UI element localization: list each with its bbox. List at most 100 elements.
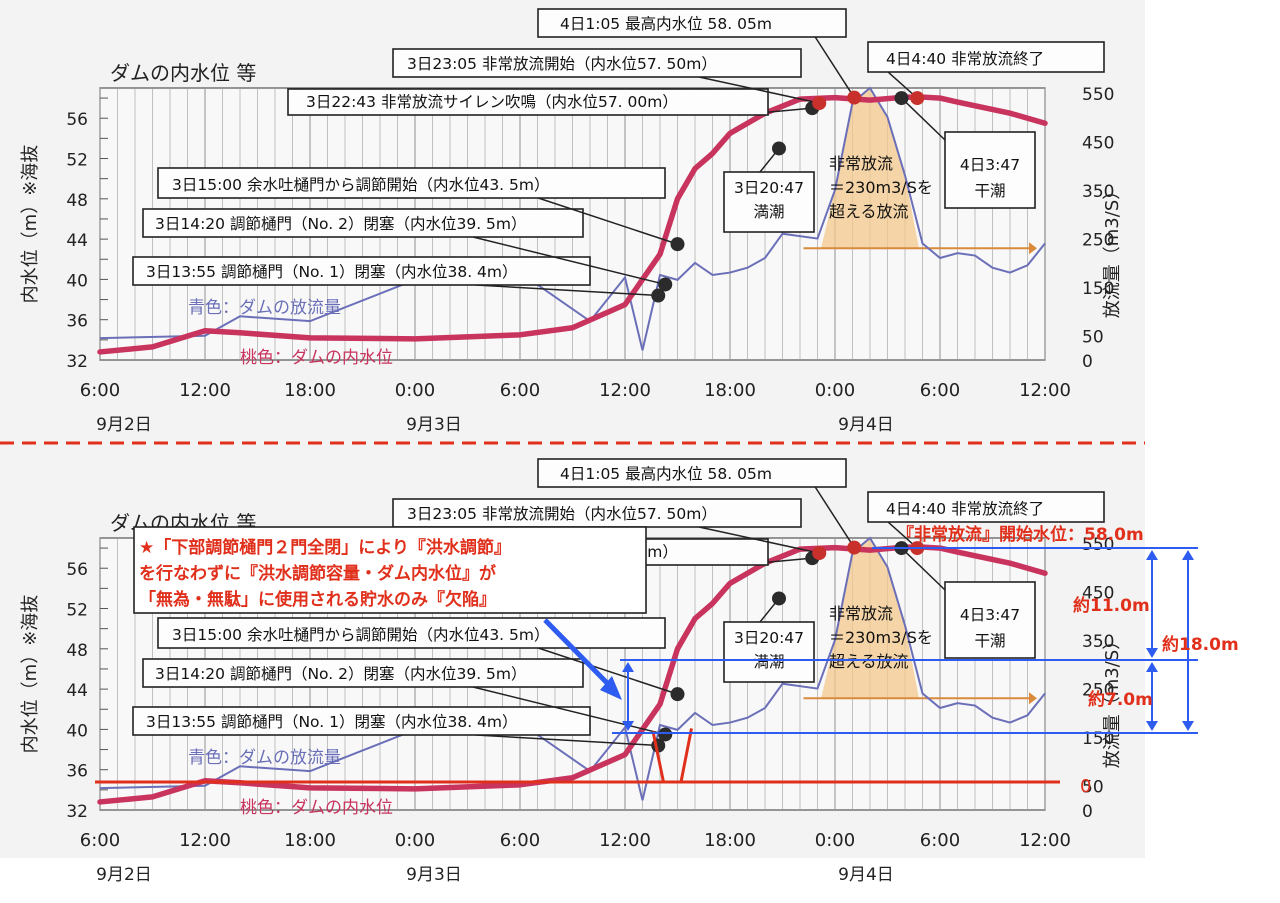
x-tick-label: 6:00 (920, 380, 960, 401)
y-tick-left: 56 (66, 560, 88, 580)
event-marker-black (658, 277, 673, 292)
event-label-box (142, 208, 584, 238)
event-label: 4日1:05 最高内水位 58. 05m (560, 465, 772, 483)
y-tick-left: 44 (66, 681, 88, 701)
annotation-overlay: 0 『非常放流』開始水位：58.0m 約11.0m 約18.0m 約7.0m ★「下部調節… (0, 441, 1239, 797)
y-tick-left: 56 (66, 110, 88, 130)
event-label-box (537, 8, 847, 38)
low-tide-box (944, 131, 1036, 209)
y-tick-right: 450 (1082, 133, 1114, 153)
x-tick-label: 18:00 (284, 830, 336, 851)
event-marker-red (847, 90, 862, 105)
event-marker-red (812, 96, 827, 111)
event-leader-line (472, 686, 666, 736)
low-tide-label-line: 4日3:47 (960, 156, 1020, 174)
low-tide-leader (900, 547, 946, 591)
y-tick-right: 50 (1082, 778, 1104, 798)
y-tick-left: 52 (66, 151, 88, 171)
x-tick-label: 12:00 (599, 380, 651, 401)
event-label: 4日4:40 非常放流終了 (886, 500, 1044, 518)
x-tick-label: 0:00 (395, 830, 435, 851)
legend-discharge: 青色：ダムの放流量 (188, 748, 341, 768)
y-tick-left: 40 (66, 721, 88, 741)
event-marker-red (812, 546, 827, 561)
event-label: 3日15:00 余水吐樋門から調節開始（内水位43. 5m） (172, 625, 550, 644)
start-level-label: 『非常放流』開始水位：58.0m (897, 524, 1144, 545)
low-tide-label-line: 干潮 (974, 632, 1005, 650)
date-label: 9月4日 (838, 865, 894, 885)
y-tick-right: 450 (1082, 583, 1114, 603)
defect-note-text-line: ★「下部調節樋門２門全閉」により『洪水調節』 (139, 537, 511, 558)
x-tick-label: 12:00 (1019, 830, 1071, 851)
high-tide-label-line: 3日20:47 (734, 179, 804, 197)
red-drop-curve (651, 728, 693, 784)
y-tick-left: 36 (66, 312, 88, 332)
high-tide-label-line: 満潮 (753, 653, 784, 671)
diff-11m-label: 約11.0m (1073, 595, 1150, 616)
event-marker-black (658, 727, 673, 742)
date-label: 9月3日 (406, 415, 462, 435)
x-tick-label: 18:00 (284, 380, 336, 401)
y-tick-left: 52 (66, 601, 88, 621)
y-tick-right: 150 (1082, 729, 1114, 749)
x-tick-label: 0:00 (815, 380, 855, 401)
event-label: 4日1:05 最高内水位 58. 05m (560, 15, 772, 33)
arrow-left-7m-head-up (622, 662, 634, 672)
arrow-18m-head-down (1182, 721, 1194, 731)
y-tick-left: 44 (66, 231, 88, 251)
pointer-arrow-head (600, 676, 622, 700)
y-axis-label-left: 内水位（m）※海抜 (20, 595, 41, 754)
y-axis-label-right: 放流量（m3/S） (1102, 632, 1123, 768)
event-label-box (392, 48, 802, 78)
y-axis-label-right: 放流量（m3/S） (1102, 182, 1123, 318)
y-tick-left: 32 (66, 352, 88, 372)
x-tick-label: 18:00 (704, 380, 756, 401)
event-label: 3日23:05 非常放流開始（内水位57. 50m） (407, 505, 717, 523)
arrow-7m-head-down (1146, 721, 1158, 731)
arrow-11m-head-down (1146, 648, 1158, 658)
low-tide-label-line: 干潮 (974, 182, 1005, 200)
x-tick-label: 0:00 (395, 380, 435, 401)
y-axis-label-left: 内水位（m）※海抜 (20, 145, 41, 304)
y-tick-right: 350 (1082, 182, 1114, 202)
water-level-line (97, 94, 1048, 355)
high-tide-label-line: 3日20:47 (734, 629, 804, 647)
date-label: 9月2日 (96, 415, 152, 435)
defect-note-text-line: 「無為・無駄」に使用される貯水のみ『欠陥』 (139, 589, 496, 610)
event-annotations: 3日13:55 調節樋門（No. 1）閉塞（内水位38. 4m） 3日14:20 … (132, 8, 1105, 303)
defect-note-text: ★「下部調節樋門２門全閉」により『洪水調節』を行なわずに『洪水調節容量・ダム内水… (139, 537, 511, 610)
diff-18m-label: 約18.0m (1162, 634, 1239, 655)
emergency-discharge-note-line: 超える放流 (829, 652, 909, 671)
defect-note-box (133, 526, 647, 614)
event-label: 4日4:40 非常放流終了 (886, 50, 1044, 68)
arrow-7m-head-up (1146, 662, 1158, 672)
emergency-discharge-note-line: 非常放流 (829, 604, 893, 623)
x-tick-label: 18:00 (704, 830, 756, 851)
threshold-arrow (1029, 242, 1037, 255)
event-leader-line (814, 486, 855, 548)
event-label: 3日13:55 調節樋門（No. 1）閉塞（内水位38. 4m） (146, 263, 518, 281)
date-label: 9月3日 (406, 865, 462, 885)
low-tide-leader (900, 97, 946, 141)
x-tick-label: 12:00 (179, 830, 231, 851)
defect-note-text-line: を行なわずに『洪水調節容量・ダム内水位』が (139, 563, 496, 584)
low-tide-label-line: 4日3:47 (960, 606, 1020, 624)
legend-water-level: 桃色：ダムの内水位 (240, 798, 393, 818)
arrow-left-7m-head-down (622, 721, 634, 731)
event-label-box (157, 617, 666, 649)
high-tide-marker (772, 141, 786, 156)
date-label: 9月4日 (838, 415, 894, 435)
emergency-discharge-area (821, 88, 919, 249)
high-tide-marker (772, 591, 786, 606)
event-label: 3日22:43 非常放流サイレン吹鳴（内水位57. 00m） (306, 93, 678, 111)
event-label-box (132, 256, 591, 286)
event-label-box (132, 706, 591, 736)
horizontal-ticks (100, 97, 108, 361)
event-label-box (867, 41, 1105, 73)
event-marker-red (910, 91, 925, 106)
event-label-box (867, 491, 1105, 523)
diff-7m-label: 約7.0m (1088, 689, 1153, 710)
event-leader-line (814, 36, 855, 98)
